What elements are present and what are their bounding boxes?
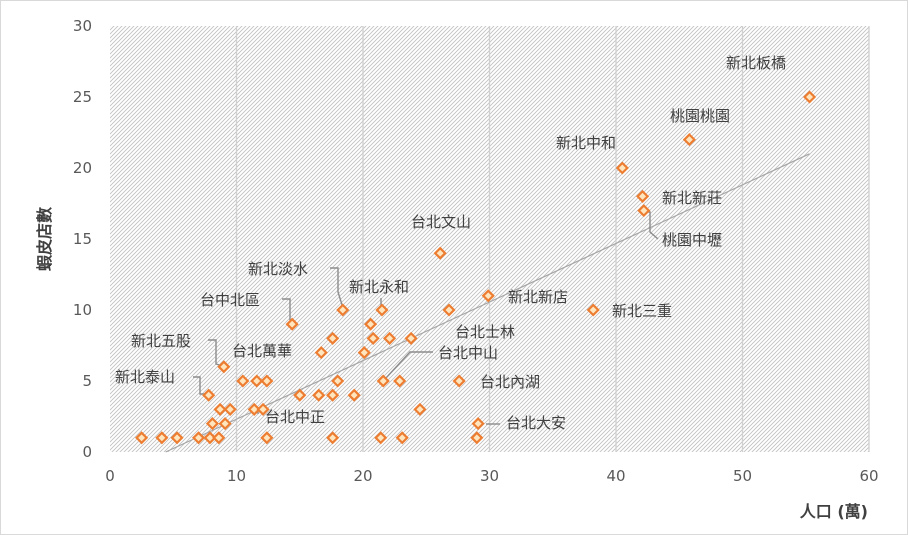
data-point xyxy=(285,317,299,331)
trendline xyxy=(165,153,810,453)
point-label: 台北中正 xyxy=(265,408,325,426)
leader-line xyxy=(282,298,291,320)
data-point xyxy=(366,331,380,345)
data-point xyxy=(364,317,378,331)
y-axis-title: 蝦皮店數 xyxy=(35,207,54,271)
data-point xyxy=(314,346,328,360)
y-tick-label: 10 xyxy=(73,301,92,319)
y-tick-label: 20 xyxy=(73,159,92,177)
point-label: 台北士林 xyxy=(455,323,515,341)
data-point xyxy=(615,161,629,175)
data-point xyxy=(191,431,206,445)
data-point xyxy=(682,133,696,147)
leader-line xyxy=(385,351,433,379)
point-label: 新北中和 xyxy=(556,134,616,152)
data-point xyxy=(260,431,274,445)
data-point xyxy=(218,417,232,431)
x-tick-label: 30 xyxy=(480,467,499,485)
data-point xyxy=(212,431,226,445)
point-label: 台中北區 xyxy=(200,291,260,309)
data-point xyxy=(637,204,651,218)
data-point xyxy=(395,431,409,445)
point-label: 台北大安 xyxy=(506,414,566,432)
data-point xyxy=(586,303,600,317)
data-point xyxy=(250,374,264,388)
point-label: 新北新店 xyxy=(508,288,568,306)
point-label: 新北新莊 xyxy=(662,189,722,207)
data-point xyxy=(256,402,270,416)
data-point xyxy=(375,303,389,317)
data-point xyxy=(347,388,361,402)
data-point xyxy=(213,402,227,416)
data-point xyxy=(481,289,495,303)
data-point xyxy=(331,374,345,388)
data-point xyxy=(205,417,220,431)
x-tick-label: 0 xyxy=(105,467,115,485)
data-point xyxy=(326,331,340,345)
point-label: 新北五股 xyxy=(131,332,191,350)
data-point xyxy=(357,346,371,360)
data-point xyxy=(203,431,217,445)
data-point xyxy=(135,431,149,445)
point-label: 桃園桃園 xyxy=(670,107,730,125)
point-label: 新北三重 xyxy=(612,302,672,320)
y-tick-label: 25 xyxy=(73,88,92,106)
x-tick-label: 40 xyxy=(606,467,625,485)
data-point xyxy=(802,90,817,104)
data-point xyxy=(376,374,390,388)
y-tick-label: 15 xyxy=(73,230,92,248)
data-point xyxy=(202,388,216,402)
data-point xyxy=(336,303,350,317)
y-tick-label: 0 xyxy=(82,443,92,461)
data-point xyxy=(452,374,466,388)
point-label: 新北板橋 xyxy=(726,54,786,72)
data-point xyxy=(383,331,397,345)
point-label: 新北永和 xyxy=(349,278,409,296)
data-point xyxy=(470,431,484,445)
data-point xyxy=(260,374,274,388)
data-point xyxy=(155,431,169,445)
y-tick-label: 5 xyxy=(82,372,92,390)
data-point xyxy=(471,417,485,431)
data-point xyxy=(312,388,326,402)
leader-line xyxy=(330,267,344,309)
data-point xyxy=(170,431,184,445)
data-point xyxy=(636,189,650,203)
point-label: 台北內湖 xyxy=(480,373,540,391)
data-point xyxy=(217,360,231,374)
point-label: 台北萬華 xyxy=(232,342,292,360)
data-point xyxy=(326,431,340,445)
x-tick-label: 60 xyxy=(859,467,878,485)
point-label: 台北文山 xyxy=(411,213,471,231)
data-point xyxy=(404,331,418,345)
point-label: 桃園中壢 xyxy=(662,231,722,249)
data-point xyxy=(293,388,307,402)
data-point xyxy=(442,303,456,317)
data-point xyxy=(433,246,447,260)
data-point xyxy=(393,374,407,388)
data-point xyxy=(413,402,427,416)
x-tick-label: 10 xyxy=(227,467,246,485)
data-point xyxy=(326,388,340,402)
point-label: 新北淡水 xyxy=(248,260,308,278)
leader-line xyxy=(193,376,205,395)
x-tick-label: 20 xyxy=(353,467,372,485)
x-axis-title: 人口 (萬) xyxy=(800,502,868,521)
y-tick-label: 30 xyxy=(73,17,92,35)
point-label: 新北泰山 xyxy=(115,368,175,386)
data-point xyxy=(374,431,388,445)
data-point xyxy=(223,402,237,416)
data-point xyxy=(236,374,250,388)
point-label: 台北中山 xyxy=(438,344,498,362)
x-tick-label: 50 xyxy=(733,467,752,485)
data-point xyxy=(247,402,261,416)
